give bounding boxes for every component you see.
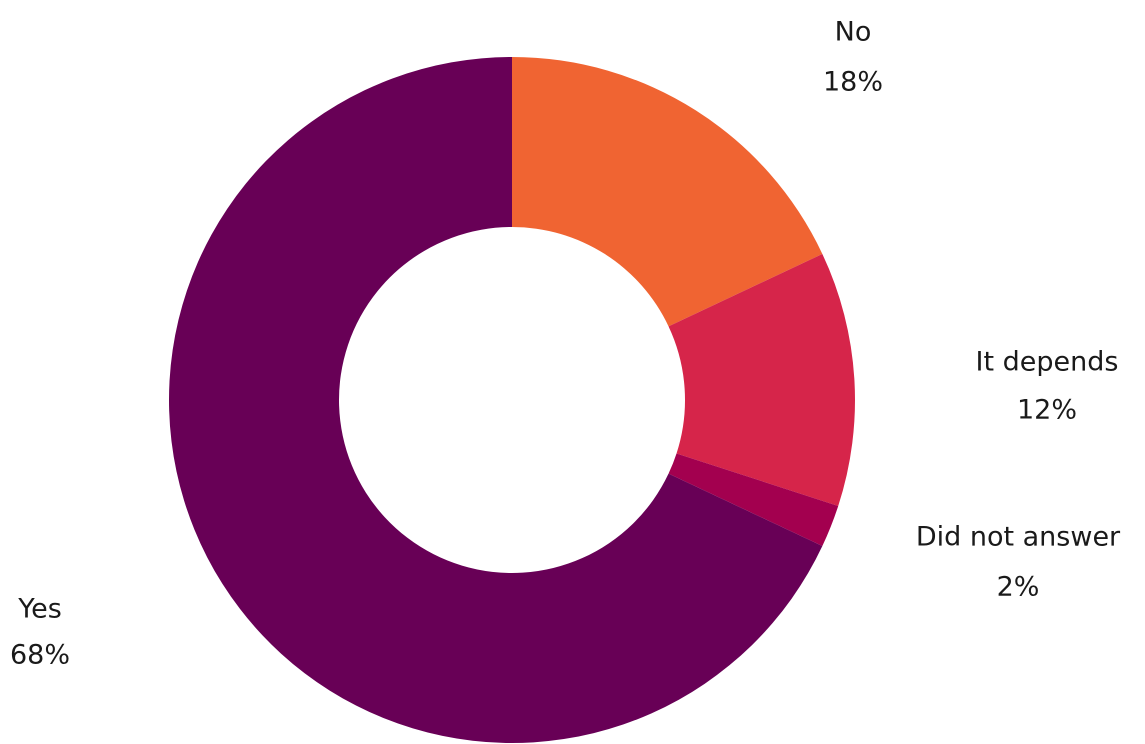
slice-value-it-depends: 12% <box>1017 395 1077 426</box>
slice-value-no: 18% <box>823 67 883 98</box>
slice-it-depends <box>668 253 855 506</box>
slice-labels: No 18% It depends 12% Did not answer 2% Yes 68% <box>10 17 1121 671</box>
slice-label-yes: Yes <box>17 594 62 625</box>
slice-label-it-depends: It depends <box>976 347 1119 378</box>
slice-label-did-not-answer: Did not answer <box>916 522 1121 553</box>
slice-yes <box>168 57 823 743</box>
slice-label-no: No <box>835 17 872 48</box>
slice-value-yes: 68% <box>10 640 70 671</box>
slice-value-did-not-answer: 2% <box>997 572 1040 603</box>
slice-did-not-answer <box>668 453 839 547</box>
slice-no <box>512 57 823 327</box>
donut-slices <box>168 57 855 743</box>
